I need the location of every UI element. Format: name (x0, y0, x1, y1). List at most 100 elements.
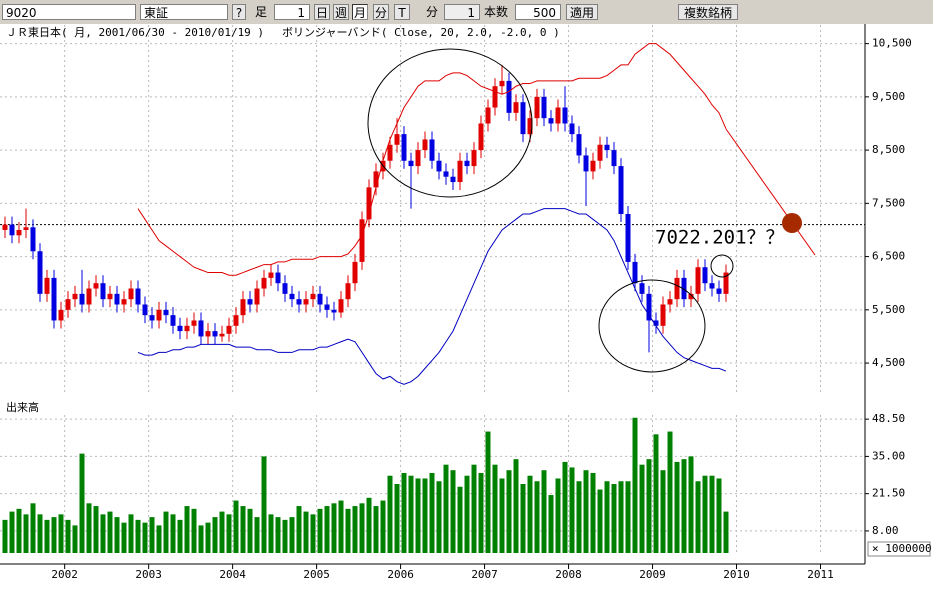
volume-bar (142, 522, 148, 553)
period-button[interactable]: 分 (373, 4, 389, 20)
x-tick-label: 2005 (303, 568, 330, 581)
candle-body (506, 80, 512, 113)
help-button[interactable]: ? (232, 4, 246, 20)
candle-body (520, 102, 526, 135)
volume-bar (583, 470, 589, 553)
y-tick-label: 35.00 (872, 449, 905, 462)
volume-bar (191, 508, 197, 553)
candle-body (457, 160, 463, 183)
volume-bar (716, 478, 722, 553)
candle-body (303, 299, 309, 305)
volume-bar (555, 478, 561, 553)
candle-body (667, 299, 673, 305)
period-button[interactable]: 日 (314, 4, 330, 20)
volume-bar (275, 517, 281, 553)
candle-body (135, 288, 141, 305)
volume-bar (478, 472, 484, 553)
minute-value[interactable]: 1 (444, 4, 480, 20)
volume-bar (149, 517, 155, 553)
volume-bar (310, 514, 316, 553)
volume-bar (128, 514, 134, 553)
annotation-ellipse (598, 279, 706, 373)
period-button[interactable]: 月 (352, 4, 368, 20)
volume-bar (569, 467, 575, 553)
volume-bar (268, 514, 274, 553)
volume-bar (485, 431, 491, 553)
volume-bar (79, 453, 85, 553)
apply-button[interactable]: 適用 (566, 4, 598, 20)
market-box[interactable]: 東証 (140, 4, 228, 20)
volume-bar (534, 481, 540, 553)
volume-bar (16, 508, 22, 553)
volume-bar (380, 500, 386, 553)
volume-bar (30, 503, 36, 553)
volume-bar (219, 511, 225, 553)
count-value[interactable]: 500 (515, 4, 561, 20)
candle-body (177, 325, 183, 332)
candle-body (709, 283, 715, 289)
volume-bar (695, 481, 701, 553)
candle-body (23, 227, 29, 230)
candle-body (513, 102, 519, 113)
volume-bar (163, 511, 169, 553)
candle-body (2, 224, 8, 230)
volume-bar (303, 511, 309, 553)
period-button[interactable]: T (394, 4, 410, 20)
y-tick-label: 8.00 (872, 524, 899, 537)
candle-body (247, 299, 253, 305)
volume-bar (548, 495, 554, 553)
candle-body (93, 283, 99, 289)
candle-body (485, 107, 491, 124)
bar-label: 足 (255, 5, 268, 19)
volume-bar (296, 506, 302, 553)
candle-body (275, 272, 281, 284)
chart-title: ＪＲ東日本( 月, 2001/06/30 - 2010/01/19 ) (6, 25, 264, 39)
volume-bar (506, 470, 512, 553)
volume-bar (443, 464, 449, 553)
unit-box (867, 541, 931, 557)
multi-button[interactable]: 複数銘柄 (678, 4, 738, 20)
candle-body (352, 261, 358, 284)
y-tick-label: 5,500 (872, 303, 905, 316)
volume-bar (86, 503, 92, 553)
candle-body (79, 293, 85, 305)
volume-bar (135, 519, 141, 553)
candle-body (170, 315, 176, 326)
candle-body (702, 267, 708, 284)
volume-bar (527, 475, 533, 553)
candle-body (359, 219, 365, 262)
volume-bar (632, 417, 638, 553)
volume-bar (562, 461, 568, 553)
candle-body (163, 309, 169, 316)
candle-body (464, 160, 470, 167)
y-tick-label: 10,500 (872, 37, 912, 50)
candle-body (261, 277, 267, 289)
volume-bar (597, 489, 603, 553)
volume-bar (576, 481, 582, 553)
period-button[interactable]: 週 (333, 4, 349, 20)
volume-bar (2, 519, 8, 553)
volume-bar (338, 500, 344, 553)
bar-count[interactable]: 1 (274, 4, 310, 20)
candle-body (478, 123, 484, 151)
volume-bar (156, 525, 162, 553)
candle-body (212, 331, 218, 337)
x-tick-label: 2007 (471, 568, 498, 581)
volume-bar (625, 481, 631, 553)
volume-bar (233, 500, 239, 553)
candle-body (51, 277, 57, 321)
symbol-box[interactable]: 9020 (2, 4, 136, 20)
candle-body (590, 160, 596, 172)
candle-body (387, 144, 393, 161)
volume-bar (65, 519, 71, 553)
candle-body (611, 150, 617, 167)
candle-body (569, 123, 575, 135)
volume-bar (317, 508, 323, 553)
volume-bar (513, 459, 519, 553)
candle-body (646, 293, 652, 321)
candle-body (233, 315, 239, 326)
candle-body (338, 299, 344, 313)
candle-body (58, 309, 64, 321)
volume-bar (177, 519, 183, 553)
